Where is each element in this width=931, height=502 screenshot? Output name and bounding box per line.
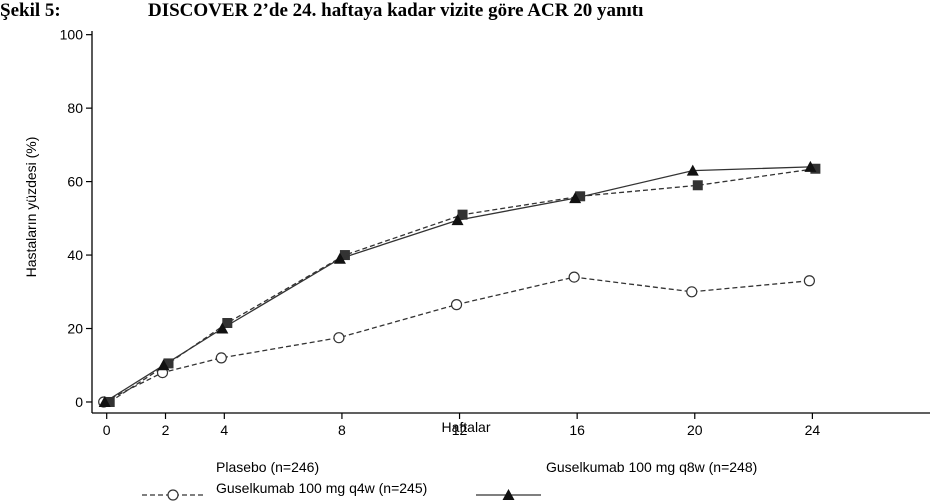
series-1 — [98, 271, 815, 408]
legend-label: Guselkumab 100 mg q4w (n=245) — [216, 480, 427, 496]
figure-title-text: DISCOVER 2’de 24. haftaya kadar vizite g… — [148, 0, 644, 21]
series-3 — [98, 160, 817, 407]
data-point — [569, 192, 582, 204]
data-point — [333, 252, 346, 264]
y-axis-title: Hastaların yüzdesi (%) — [23, 137, 39, 278]
data-point — [692, 180, 703, 191]
legend-marker — [502, 489, 515, 500]
data-point — [686, 164, 699, 176]
y-tick-label: 20 — [67, 321, 83, 337]
y-tick-label: 100 — [60, 27, 84, 43]
series-2 — [104, 163, 821, 407]
y-tick-label: 60 — [67, 174, 83, 190]
data-point — [450, 299, 463, 311]
data-point — [568, 271, 580, 283]
data-point — [104, 396, 115, 407]
data-point — [222, 318, 233, 329]
chart-series — [98, 160, 821, 408]
x-axis-title: Haftalar — [441, 419, 490, 435]
y-tick-label: 0 — [75, 394, 83, 410]
data-point — [803, 275, 815, 287]
chart-legend: Plasebo (n=246) Guselkumab 100 mg q4w (n=… — [142, 459, 757, 501]
data-point — [457, 209, 468, 220]
data-point — [804, 160, 817, 172]
x-tick-label: 16 — [569, 422, 585, 438]
x-tick-label: 12 — [452, 422, 468, 438]
data-point — [686, 286, 698, 298]
x-tick-label: 2 — [162, 422, 170, 438]
legend-marker — [167, 489, 179, 501]
data-point — [333, 332, 345, 344]
x-tick-label: 20 — [687, 422, 703, 438]
y-tick-label: 80 — [67, 100, 83, 116]
x-tick-label: 0 — [103, 422, 111, 438]
series-line — [109, 168, 816, 403]
data-point — [810, 163, 821, 174]
data-point — [339, 250, 350, 261]
data-point — [98, 395, 111, 407]
series-line — [104, 166, 811, 403]
y-tick-label: 40 — [67, 247, 83, 263]
x-tick-label: 4 — [220, 422, 228, 438]
series-line — [103, 276, 810, 403]
legend-label: Plasebo (n=246) — [216, 459, 319, 475]
data-point — [451, 214, 464, 226]
figure-label: Şekil 5: — [0, 0, 61, 21]
legend-label: Guselkumab 100 mg q8w (n=248) — [546, 459, 757, 475]
x-tick-label: 24 — [805, 422, 821, 438]
x-tick-label: 8 — [338, 422, 346, 438]
data-point — [216, 322, 229, 334]
data-point — [157, 359, 170, 371]
data-point — [215, 352, 227, 364]
data-point — [163, 358, 174, 369]
